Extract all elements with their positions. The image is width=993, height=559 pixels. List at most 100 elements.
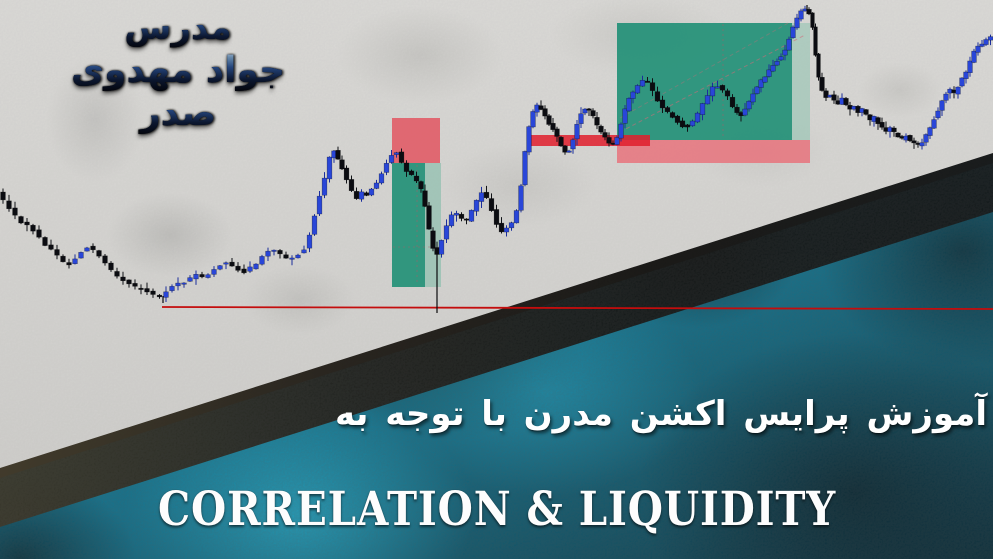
candle-bearish xyxy=(586,108,592,111)
candle-bullish xyxy=(919,142,925,147)
candle-bearish xyxy=(156,294,163,298)
candle-bullish xyxy=(259,256,265,265)
candle-bearish xyxy=(12,207,18,216)
zones xyxy=(392,21,810,287)
candle-bullish xyxy=(699,103,706,115)
candle-bullish xyxy=(438,239,445,255)
candle-bullish xyxy=(939,100,945,111)
candle-bearish xyxy=(823,90,829,98)
candle-bullish xyxy=(923,134,929,143)
candle-bullish xyxy=(368,188,375,196)
candle-bearish xyxy=(277,250,283,255)
candle-bearish xyxy=(241,268,247,274)
candle-bearish xyxy=(96,250,102,257)
candle-bearish xyxy=(554,128,560,137)
candle-bullish xyxy=(478,192,485,202)
channel-dash-2 xyxy=(619,21,791,119)
candle-bullish xyxy=(786,38,792,51)
candle-bullish xyxy=(987,36,993,41)
candle-bullish xyxy=(570,139,576,150)
candle-bullish xyxy=(393,152,400,155)
candle-bullish xyxy=(205,274,211,278)
candle-bearish xyxy=(684,124,691,128)
candle-bearish xyxy=(649,82,656,91)
candle-bearish xyxy=(602,132,608,138)
candle-bearish xyxy=(30,224,36,232)
candle-bullish xyxy=(78,252,84,259)
candle-bullish xyxy=(306,234,313,249)
candle-bearish xyxy=(654,91,661,102)
candle-bearish xyxy=(875,117,881,125)
candle-bearish xyxy=(102,255,108,264)
candle-bullish xyxy=(709,86,716,97)
candle-bearish xyxy=(348,179,355,191)
supply-band-bright xyxy=(527,135,650,146)
liquidity-line xyxy=(161,306,993,310)
candle-bullish xyxy=(217,265,223,270)
candle-bullish xyxy=(574,123,580,140)
candle-bullish xyxy=(513,210,520,224)
brand-title: مدرس مدرس جواد مهدوی صدر جواد مهدوی صدر xyxy=(28,8,328,135)
candle-bullish xyxy=(983,39,989,45)
candle-bearish xyxy=(546,115,552,125)
candle-bullish xyxy=(782,49,788,56)
candle-bullish xyxy=(468,209,475,222)
candle-bullish xyxy=(582,108,588,114)
candle-bearish xyxy=(403,162,410,172)
candle-bearish xyxy=(488,198,495,211)
candle-bullish xyxy=(311,215,318,235)
candle-bearish xyxy=(229,261,235,267)
candle-bullish xyxy=(383,163,390,173)
candle-bearish xyxy=(114,271,120,277)
candle-bearish xyxy=(398,151,405,163)
candle-bearish xyxy=(150,290,156,295)
candle-bullish xyxy=(443,225,450,240)
candle-bearish xyxy=(54,249,60,256)
candle-bullish xyxy=(943,93,949,101)
candle-bearish xyxy=(679,120,686,128)
candle-bullish xyxy=(453,212,460,216)
candle-bullish xyxy=(766,69,772,77)
candle-bearish xyxy=(363,192,370,196)
candle-bearish xyxy=(590,110,596,117)
candle-bearish xyxy=(353,191,360,199)
headline-persian: آموزش پرایس اکشن مدرن با توجه به xyxy=(335,394,987,434)
candle-bearish xyxy=(895,132,901,138)
candle-bullish xyxy=(979,43,985,47)
candle-bearish xyxy=(408,170,415,176)
candle-bearish xyxy=(550,123,556,130)
candle-bearish xyxy=(863,109,869,115)
candle-bearish xyxy=(235,265,241,271)
candle-bullish xyxy=(193,274,199,280)
candle-bearish xyxy=(120,276,126,282)
candle-bullish xyxy=(181,282,187,285)
candle-bearish xyxy=(669,112,676,118)
candle-bearish xyxy=(339,159,345,170)
candle-bullish xyxy=(84,247,90,252)
candle-bearish xyxy=(911,140,917,144)
demand-zone-big-light-strip xyxy=(792,23,810,140)
candle-bullish xyxy=(326,156,333,180)
candle-bearish xyxy=(132,283,138,287)
candle-bearish xyxy=(199,274,205,278)
title-english: CORRELATION & LIQUIDITY xyxy=(158,482,837,537)
candle-bullish xyxy=(530,111,536,128)
candle-bullish xyxy=(694,112,701,123)
candle-bullish xyxy=(790,26,796,39)
candle-bearish xyxy=(598,125,604,133)
candles xyxy=(0,5,993,302)
candle-bullish xyxy=(689,120,696,127)
candle-bullish xyxy=(798,10,804,20)
candle-bearish xyxy=(558,136,564,147)
candle-bullish xyxy=(578,113,584,124)
candle-bearish xyxy=(493,209,500,225)
candle-bearish xyxy=(36,229,42,238)
candle-bearish xyxy=(283,254,289,259)
candle-bullish xyxy=(211,269,217,275)
candle-bearish xyxy=(426,205,432,230)
candle-bearish xyxy=(6,200,12,210)
candle-bullish xyxy=(622,108,628,124)
candle-bearish xyxy=(664,107,671,113)
candle-bullish xyxy=(750,93,756,103)
candle-bullish xyxy=(935,110,941,119)
